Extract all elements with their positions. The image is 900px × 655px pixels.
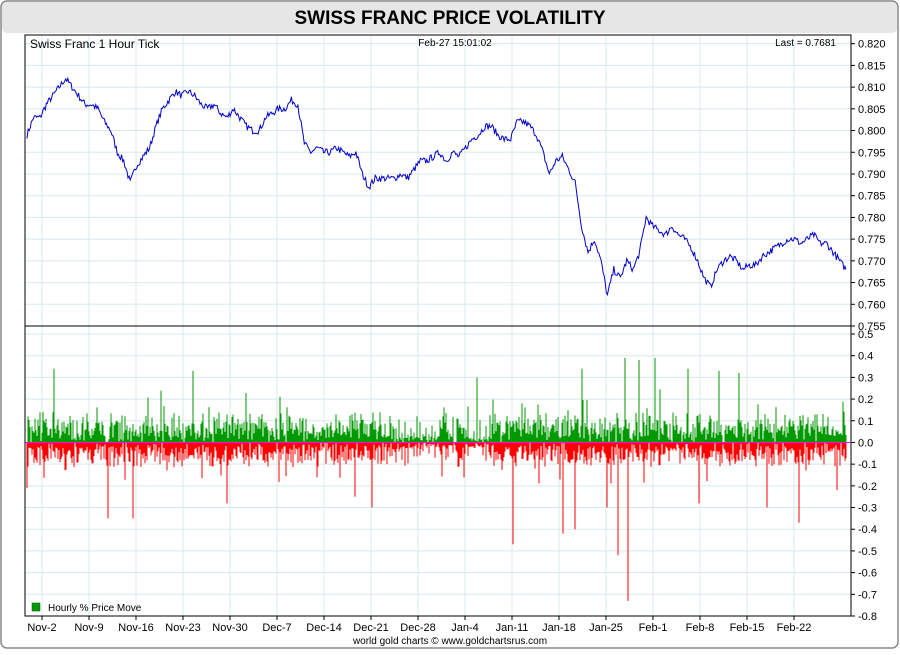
volatility-tick-label: -0.4 bbox=[858, 524, 877, 536]
date-tick-label: Dec-28 bbox=[400, 622, 435, 634]
legend-label: Hourly % Price Move bbox=[48, 603, 142, 614]
volatility-tick-label: -0.2 bbox=[858, 481, 877, 493]
volatility-tick-label: 0.1 bbox=[858, 416, 873, 428]
price-axis: 0.820 0.815 0.810 0.805 0.800 0.795 0.790 0.785… bbox=[851, 39, 886, 333]
volatility-tick-label: -0.7 bbox=[858, 589, 877, 601]
price-tick-label: 0.805 bbox=[858, 104, 886, 116]
date-tick-label: Jan-18 bbox=[542, 622, 576, 634]
price-tick-label: 0.770 bbox=[858, 256, 886, 268]
volatility-panel-border bbox=[24, 325, 852, 617]
last-price: Last = 0.7681 bbox=[775, 38, 836, 49]
price-tick-label: 0.800 bbox=[858, 126, 886, 138]
volatility-bars bbox=[26, 357, 847, 601]
volatility-tick-label: -0.1 bbox=[858, 459, 877, 471]
date-tick-label: Feb-15 bbox=[730, 622, 765, 634]
price-tick-label: 0.790 bbox=[858, 169, 886, 181]
volatility-tick-label: -0.3 bbox=[858, 503, 877, 515]
volatility-tick-label: -0.5 bbox=[858, 546, 877, 558]
date-tick-label: Dec-21 bbox=[353, 622, 388, 634]
price-tick-label: 0.795 bbox=[858, 147, 886, 159]
price-tick-label: 0.780 bbox=[858, 212, 886, 224]
date-tick-label: Feb-8 bbox=[686, 622, 715, 634]
date-tick-label: Nov-2 bbox=[27, 622, 56, 634]
date-tick-label: Dec-7 bbox=[262, 622, 291, 634]
footer-credit: world gold charts © www.goldchartsrus.co… bbox=[352, 636, 547, 647]
volatility-tick-label: 0.0 bbox=[858, 437, 873, 449]
date-axis: Nov-2 Nov-9 Nov-16 Nov-23 Nov-30 Dec-7 Dec-14 D… bbox=[27, 616, 811, 634]
date-tick-label: Jan-11 bbox=[496, 622, 529, 634]
date-tick-label: Nov-23 bbox=[165, 622, 200, 634]
volatility-tick-label: 0.3 bbox=[858, 372, 873, 384]
chart-title: SWISS FRANC PRICE VOLATILITY bbox=[294, 8, 605, 29]
price-tick-label: 0.810 bbox=[858, 82, 886, 94]
date-tick-label: Nov-16 bbox=[118, 622, 153, 634]
volatility-tick-label: -0.8 bbox=[858, 611, 877, 623]
timestamp: Feb-27 15:01:02 bbox=[418, 38, 492, 49]
date-tick-label: Dec-14 bbox=[306, 622, 341, 634]
price-tick-label: 0.785 bbox=[858, 191, 886, 203]
date-tick-label: Jan-4 bbox=[451, 622, 479, 634]
date-tick-label: Nov-30 bbox=[212, 622, 247, 634]
volatility-tick-label: 0.4 bbox=[858, 351, 873, 363]
date-tick-label: Nov-9 bbox=[74, 622, 103, 634]
price-tick-label: 0.815 bbox=[858, 60, 886, 72]
date-tick-label: Feb-1 bbox=[639, 622, 668, 634]
volatility-axis: 0.5 0.4 0.3 0.2 0.1 0.0 -0.1 -0.2 -0.3 -0.4 -0.5 -0… bbox=[851, 329, 877, 623]
volatility-tick-label: 0.5 bbox=[858, 329, 873, 341]
price-tick-label: 0.820 bbox=[858, 39, 886, 51]
volatility-tick-label: -0.6 bbox=[858, 568, 877, 580]
price-line bbox=[26, 76, 847, 297]
price-tick-label: 0.760 bbox=[858, 299, 886, 311]
legend-swatch bbox=[31, 602, 41, 612]
series-label: Swiss Franc 1 Hour Tick bbox=[30, 37, 160, 51]
price-tick-label: 0.775 bbox=[858, 234, 886, 246]
price-tick-label: 0.755 bbox=[858, 321, 886, 333]
date-tick-label: Jan-25 bbox=[589, 622, 623, 634]
price-tick-label: 0.765 bbox=[858, 278, 886, 290]
title-bar bbox=[2, 2, 897, 33]
volatility-tick-label: 0.2 bbox=[858, 394, 873, 406]
date-tick-label: Feb-22 bbox=[777, 622, 812, 634]
